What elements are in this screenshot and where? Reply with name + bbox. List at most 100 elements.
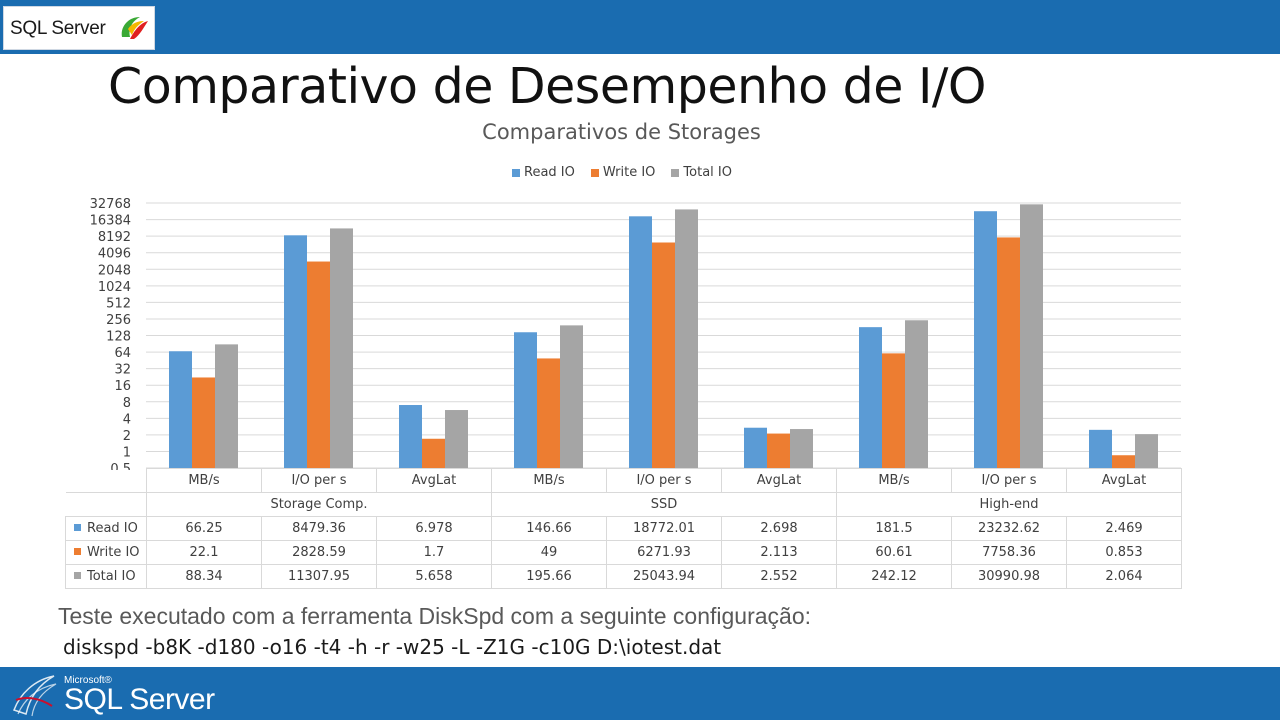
bar xyxy=(1020,204,1043,468)
chart-data-table: MB/s I/O per s AvgLat MB/s I/O per s Avg… xyxy=(65,468,1182,589)
category-label: MB/s xyxy=(836,468,952,493)
bar xyxy=(1089,429,1112,468)
bar xyxy=(307,261,330,468)
data-cell: 66.25 xyxy=(146,516,262,541)
row-label-read: Read IO xyxy=(65,516,147,541)
data-cell: 146.66 xyxy=(491,516,607,541)
bar xyxy=(629,216,652,468)
bar xyxy=(215,344,238,468)
y-tick-label: 16384 xyxy=(90,214,131,229)
data-cell: 2.113 xyxy=(721,540,837,565)
category-label: I/O per s xyxy=(261,468,377,493)
chart-title: Comparativos de Storages xyxy=(482,120,761,144)
row-label-total: Total IO xyxy=(65,564,147,589)
top-banner xyxy=(0,0,1280,54)
y-tick-label: 4 xyxy=(123,412,131,427)
bottom-banner xyxy=(0,667,1280,720)
data-cell: 49 xyxy=(491,540,607,565)
y-tick-label: 8 xyxy=(123,396,131,411)
data-cell: 88.34 xyxy=(146,564,262,589)
data-cell: 2828.59 xyxy=(261,540,377,565)
logo-text: SQL Server xyxy=(10,18,106,39)
legend-label-write: Write IO xyxy=(602,165,656,180)
bar xyxy=(997,237,1020,468)
data-cell: 60.61 xyxy=(836,540,952,565)
y-tick-label: 16 xyxy=(114,379,131,394)
bar xyxy=(560,325,583,468)
bar xyxy=(905,320,928,468)
legend-label-read: Read IO xyxy=(524,165,575,180)
table-group-row: Storage Comp. SSD High-end xyxy=(65,492,1182,517)
chart-legend: Read IO Write IO Total IO xyxy=(512,165,732,180)
y-tick-label: 32 xyxy=(114,363,131,378)
bar xyxy=(974,211,997,468)
y-tick-label: 8192 xyxy=(98,230,131,245)
category-label: I/O per s xyxy=(606,468,722,493)
row-label-text: Read IO xyxy=(87,521,138,536)
bar xyxy=(192,377,215,468)
y-tick-label: 32768 xyxy=(90,197,131,212)
data-cell: 0.853 xyxy=(1066,540,1182,565)
group-label: Storage Comp. xyxy=(146,492,492,517)
diskspd-command: diskspd -b8K -d180 -o16 -t4 -h -r -w25 -… xyxy=(63,635,722,659)
data-cell: 5.658 xyxy=(376,564,492,589)
data-cell: 6271.93 xyxy=(606,540,722,565)
legend-label-total: Total IO xyxy=(683,165,732,180)
data-cell: 25043.94 xyxy=(606,564,722,589)
bar xyxy=(859,327,882,468)
bar xyxy=(399,405,422,468)
bar xyxy=(537,358,560,468)
bar xyxy=(1135,434,1158,468)
data-cell: 11307.95 xyxy=(261,564,377,589)
legend-swatch-total xyxy=(671,168,680,177)
category-label: MB/s xyxy=(491,468,607,493)
bar xyxy=(744,427,767,468)
y-tick-label: 128 xyxy=(106,330,131,345)
category-label: I/O per s xyxy=(951,468,1067,493)
y-tick-label: 2 xyxy=(123,429,131,444)
sql-server-logo: SQL Server xyxy=(3,6,155,50)
row-label-text: Write IO xyxy=(87,545,140,560)
legend-item-read: Read IO xyxy=(512,165,575,180)
table-row-read: Read IO 66.25 8479.36 6.978 146.66 18772… xyxy=(65,516,1182,541)
category-label: MB/s xyxy=(146,468,262,493)
table-row-total: Total IO 88.34 11307.95 5.658 195.66 250… xyxy=(65,564,1182,589)
y-tick-label: 1 xyxy=(123,445,131,460)
category-label: AvgLat xyxy=(376,468,492,493)
group-label: SSD xyxy=(491,492,837,517)
data-cell: 2.552 xyxy=(721,564,837,589)
data-cell: 18772.01 xyxy=(606,516,722,541)
table-category-row: MB/s I/O per s AvgLat MB/s I/O per s Avg… xyxy=(65,468,1182,493)
legend-swatch-write xyxy=(590,168,599,177)
bar xyxy=(169,351,192,468)
legend-item-write: Write IO xyxy=(590,165,656,180)
sql-logo-icon xyxy=(121,17,148,39)
data-cell: 7758.36 xyxy=(951,540,1067,565)
microsoft-label: Microsoft® xyxy=(64,675,112,686)
data-cell: 1.7 xyxy=(376,540,492,565)
bar xyxy=(422,438,445,468)
data-cell: 2.469 xyxy=(1066,516,1182,541)
bar xyxy=(514,332,537,468)
sql-server-mark-icon xyxy=(13,675,57,717)
y-tick-label: 1024 xyxy=(98,280,131,295)
legend-item-total: Total IO xyxy=(671,165,732,180)
data-cell: 22.1 xyxy=(146,540,262,565)
y-tick-label: 512 xyxy=(106,296,131,311)
slide-title: Comparativo de Desempenho de I/O xyxy=(108,58,987,115)
bar xyxy=(675,209,698,468)
y-tick-label: 64 xyxy=(114,346,131,361)
group-label: High-end xyxy=(836,492,1182,517)
y-tick-label: 4096 xyxy=(98,247,131,262)
data-cell: 195.66 xyxy=(491,564,607,589)
y-tick-label: 256 xyxy=(106,313,131,328)
data-cell: 2.698 xyxy=(721,516,837,541)
data-cell: 242.12 xyxy=(836,564,952,589)
category-label: AvgLat xyxy=(1066,468,1182,493)
bar xyxy=(1112,455,1135,468)
row-label-text: Total IO xyxy=(87,569,136,584)
bar xyxy=(652,242,675,468)
test-caption: Teste executado com a ferramenta DiskSpd… xyxy=(58,603,812,629)
bar xyxy=(330,228,353,468)
